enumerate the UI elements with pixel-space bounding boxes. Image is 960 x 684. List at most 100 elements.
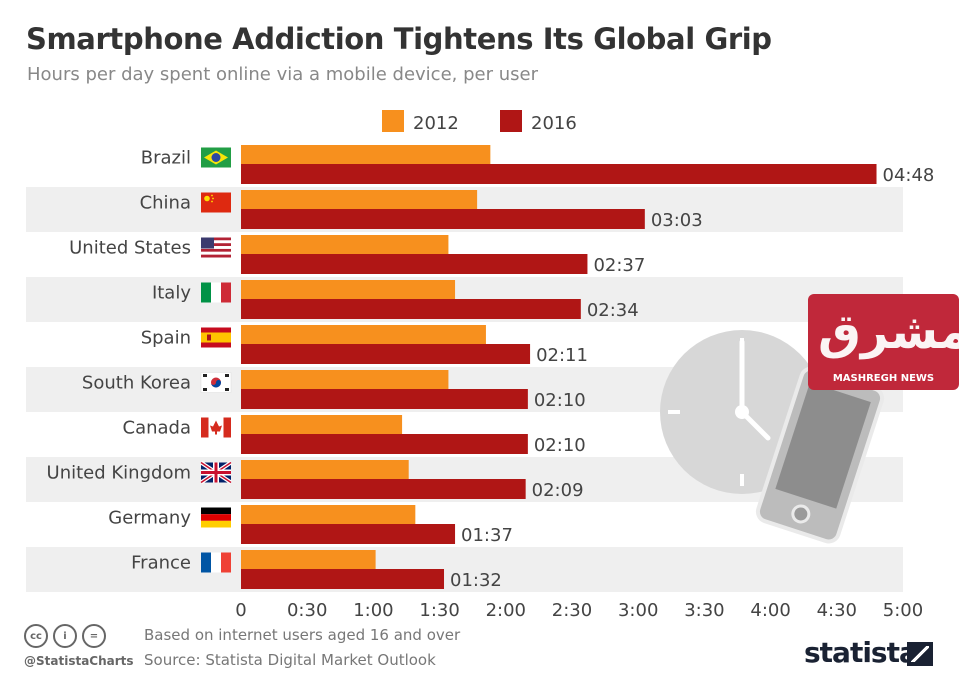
bar-2016 [241,389,528,409]
chart-title: Smartphone Addiction Tightens Its Global… [26,22,772,56]
flag-part [201,471,231,474]
category-label: Spain [141,328,191,349]
bar-2012 [241,235,449,255]
bar-2016 [241,569,445,589]
bar-2012 [241,415,403,435]
statista-logo-mark-icon [907,642,933,666]
value-label-2016: 02:10 [534,390,586,411]
license-icons: cc i = [24,624,106,648]
legend-label-2016: 2016 [531,113,577,134]
flag-part [223,417,231,438]
x-tick-label: 0 [235,600,246,621]
bar-2016 [241,254,588,274]
flag-part [204,195,210,202]
x-tick-label: 2:00 [486,600,526,621]
watermark-script: مشرق [818,304,959,360]
bar-2012 [241,505,416,525]
x-tick-label: 1:30 [419,600,459,621]
footer-source: Source: Statista Digital Market Outlook [144,651,436,669]
bar-2012 [241,550,376,570]
legend-swatch-2016 [500,110,522,132]
flag-part [211,153,221,162]
statista-logo[interactable]: statista [804,636,918,669]
flag-part [201,246,231,249]
twitter-handle[interactable]: @StatistaCharts [24,654,134,668]
flag-part [201,507,231,515]
cc-icon[interactable]: cc [24,624,48,648]
value-label-2016: 01:37 [461,525,513,546]
flag-part [201,254,231,258]
flag-part [211,282,221,303]
flag-part [201,282,211,303]
flag-part [211,200,213,203]
flag-part [201,243,231,247]
bar-2012 [241,370,449,390]
flag-part [201,192,231,213]
flag-part [221,282,231,303]
phone-button [791,504,811,524]
attribution-icon[interactable]: i [53,624,77,648]
category-label: South Korea [82,373,191,394]
category-label: France [131,553,191,574]
bar-2016 [241,344,531,364]
watermark-text: MASHREGH NEWS [832,373,935,384]
value-label-2016: 02:10 [534,435,586,456]
flag-part [201,332,231,343]
bar-2016 [241,164,877,184]
bar-2016 [241,479,526,499]
flag-part [201,237,214,249]
x-tick-label: 1:00 [353,600,393,621]
flag-part [210,420,222,435]
bar-2012 [241,325,486,345]
value-label-2016: 02:09 [532,480,584,501]
flag-part [201,240,231,244]
bar-2012 [241,460,409,480]
value-label-2016: 04:48 [883,165,935,186]
flag-part [211,380,221,388]
flag-part [221,552,231,573]
category-label: Canada [123,418,192,439]
category-label: United States [69,238,191,259]
clock-center [735,405,749,419]
bar-2012 [241,190,478,210]
bar-2016 [241,524,456,544]
category-label: China [140,193,191,214]
flag-part [203,388,207,391]
flag-part [203,374,207,377]
flag-part [207,334,211,341]
flag-part [201,248,231,252]
watermark-logo: مشرق MASHREGH NEWS [808,294,959,390]
category-label: Brazil [141,148,191,169]
bar-2012 [241,145,491,165]
value-label-2016: 02:34 [587,300,639,321]
x-tick-label: 3:00 [618,600,658,621]
legend-label-2012: 2012 [413,113,459,134]
legend-swatch-2012 [382,110,404,132]
flag-part [201,237,231,241]
bar-2012 [241,280,456,300]
bar-2016 [241,299,581,319]
flag-part [201,514,231,521]
bar-2016 [241,209,645,229]
x-tick-label: 4:00 [750,600,790,621]
category-label: United Kingdom [47,463,191,484]
value-label-2016: 03:03 [651,210,703,231]
x-tick-label: 2:30 [552,600,592,621]
flag-part [201,520,231,528]
phone-screen [775,382,871,509]
x-tick-label: 5:00 [883,600,923,621]
value-label-2016: 02:37 [593,255,645,276]
bar-2016 [241,434,528,454]
no-derivatives-icon[interactable]: = [82,624,106,648]
flag-part [225,374,229,377]
footer-note: Based on internet users aged 16 and over [144,626,461,644]
value-label-2016: 01:32 [450,570,502,591]
flag-part [211,194,213,197]
flag-part [201,417,209,438]
flag-part [211,552,221,573]
row-stripe [26,547,903,592]
flag-part [201,251,231,255]
flag-part [212,197,214,200]
value-label-2016: 02:11 [536,345,588,366]
